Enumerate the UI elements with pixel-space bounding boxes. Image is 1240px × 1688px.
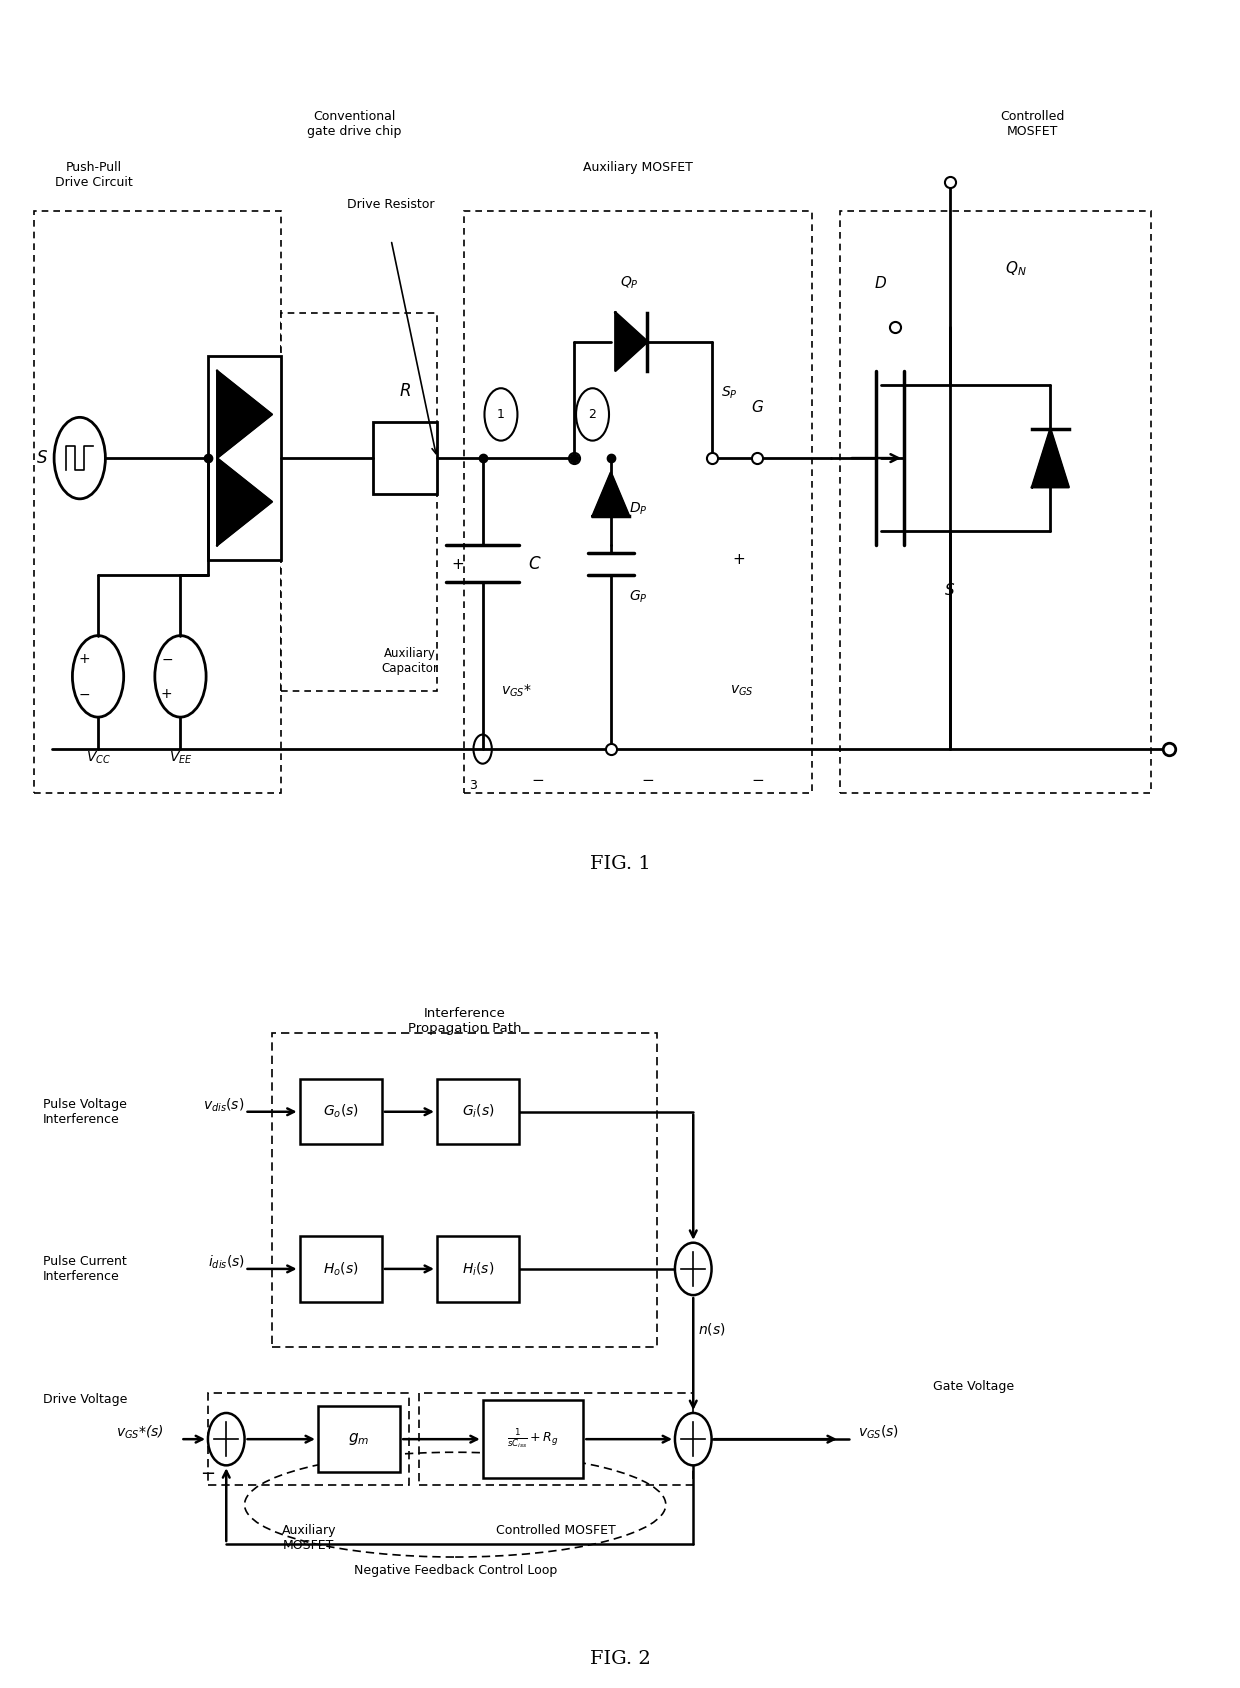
Text: Controlled MOSFET: Controlled MOSFET	[496, 1524, 616, 1538]
Bar	[208, 356, 281, 560]
Bar	[839, 211, 1151, 793]
Bar	[436, 1236, 520, 1301]
Text: $H_i(s)$: $H_i(s)$	[461, 1261, 495, 1278]
Circle shape	[675, 1242, 712, 1295]
Text: $G_P$: $G_P$	[629, 587, 647, 604]
Text: $v_{GS}$*(s): $v_{GS}$*(s)	[117, 1425, 164, 1442]
Text: $v_{GS}$*: $v_{GS}$*	[501, 682, 532, 699]
Text: Auxiliary
Capacitor: Auxiliary Capacitor	[381, 647, 438, 675]
Text: Pulse Voltage
Interference: Pulse Voltage Interference	[43, 1097, 126, 1126]
Text: Pulse Current
Interference: Pulse Current Interference	[43, 1254, 126, 1283]
Bar	[272, 1033, 657, 1347]
Text: $-$: $-$	[641, 771, 653, 785]
Circle shape	[72, 636, 124, 717]
Text: $G$: $G$	[751, 398, 764, 415]
Text: $G_o(s)$: $G_o(s)$	[322, 1102, 358, 1121]
Polygon shape	[1032, 429, 1069, 488]
Text: $n(s)$: $n(s)$	[698, 1322, 725, 1337]
Text: $v_{dis}(s)$: $v_{dis}(s)$	[203, 1097, 244, 1114]
Polygon shape	[217, 457, 272, 545]
Bar	[373, 422, 436, 495]
Text: Conventional
gate drive chip: Conventional gate drive chip	[308, 110, 402, 138]
Text: $v_{GS}$: $v_{GS}$	[730, 684, 754, 699]
Text: $D_P$: $D_P$	[629, 501, 647, 517]
Text: Gate Voltage: Gate Voltage	[932, 1381, 1014, 1393]
Text: $S$: $S$	[36, 449, 47, 468]
Bar	[419, 1393, 693, 1485]
Text: FIG. 2: FIG. 2	[590, 1651, 650, 1668]
Text: +: +	[161, 687, 172, 701]
Text: Push-Pull
Drive Circuit: Push-Pull Drive Circuit	[55, 160, 133, 189]
Text: +: +	[451, 557, 464, 572]
Bar	[482, 1399, 583, 1479]
Text: 1: 1	[497, 408, 505, 420]
Circle shape	[485, 388, 517, 441]
Text: $i_{dis}(s)$: $i_{dis}(s)$	[207, 1254, 244, 1271]
Text: $g_m$: $g_m$	[348, 1431, 370, 1447]
Bar	[464, 211, 812, 793]
Polygon shape	[593, 473, 629, 517]
Polygon shape	[615, 312, 647, 371]
Text: 2: 2	[589, 408, 596, 420]
Text: $-$: $-$	[78, 687, 91, 701]
Text: Negative Feedback Control Loop: Negative Feedback Control Loop	[353, 1563, 557, 1577]
Text: $S_P$: $S_P$	[720, 385, 738, 400]
Bar	[300, 1236, 382, 1301]
Text: $-$: $-$	[531, 771, 544, 785]
Circle shape	[208, 1413, 244, 1465]
Text: $V_{CC}$: $V_{CC}$	[86, 749, 110, 766]
Text: Auxiliary
MOSFET: Auxiliary MOSFET	[281, 1524, 336, 1553]
Text: $S$: $S$	[944, 582, 955, 598]
Text: $v_{GS}(s)$: $v_{GS}(s)$	[858, 1425, 899, 1442]
Circle shape	[474, 734, 492, 763]
Text: $H_o(s)$: $H_o(s)$	[322, 1261, 358, 1278]
Text: Drive Resistor: Drive Resistor	[347, 197, 435, 211]
Circle shape	[55, 417, 105, 500]
Bar	[281, 312, 436, 690]
Circle shape	[577, 388, 609, 441]
Text: Interference
Propagation Path: Interference Propagation Path	[408, 1008, 521, 1035]
Text: Controlled
MOSFET: Controlled MOSFET	[999, 110, 1064, 138]
Bar	[317, 1406, 401, 1472]
Text: $-$: $-$	[161, 652, 172, 665]
Bar	[208, 1393, 409, 1485]
Text: $G_i(s)$: $G_i(s)$	[461, 1102, 495, 1121]
Text: Drive Voltage: Drive Voltage	[43, 1393, 128, 1406]
Circle shape	[155, 636, 206, 717]
Text: $C$: $C$	[528, 555, 542, 574]
Text: $V_{EE}$: $V_{EE}$	[169, 749, 192, 766]
Text: $R$: $R$	[399, 381, 410, 400]
Text: $Q_N$: $Q_N$	[1004, 260, 1027, 279]
Text: $-$: $-$	[201, 1463, 216, 1480]
Circle shape	[675, 1413, 712, 1465]
Text: $D$: $D$	[874, 275, 888, 292]
Text: 3: 3	[470, 778, 477, 792]
Bar	[300, 1079, 382, 1144]
Polygon shape	[217, 371, 272, 457]
Text: $-$: $-$	[750, 771, 764, 785]
Text: $\frac{1}{sC_{iss}}+R_g$: $\frac{1}{sC_{iss}}+R_g$	[507, 1428, 559, 1452]
Bar	[436, 1079, 520, 1144]
Text: FIG. 1: FIG. 1	[590, 854, 650, 873]
Text: +: +	[78, 652, 91, 665]
Text: +: +	[733, 552, 745, 567]
Bar	[33, 211, 281, 793]
Text: $Q_P$: $Q_P$	[620, 275, 639, 290]
Text: Auxiliary MOSFET: Auxiliary MOSFET	[583, 162, 693, 174]
